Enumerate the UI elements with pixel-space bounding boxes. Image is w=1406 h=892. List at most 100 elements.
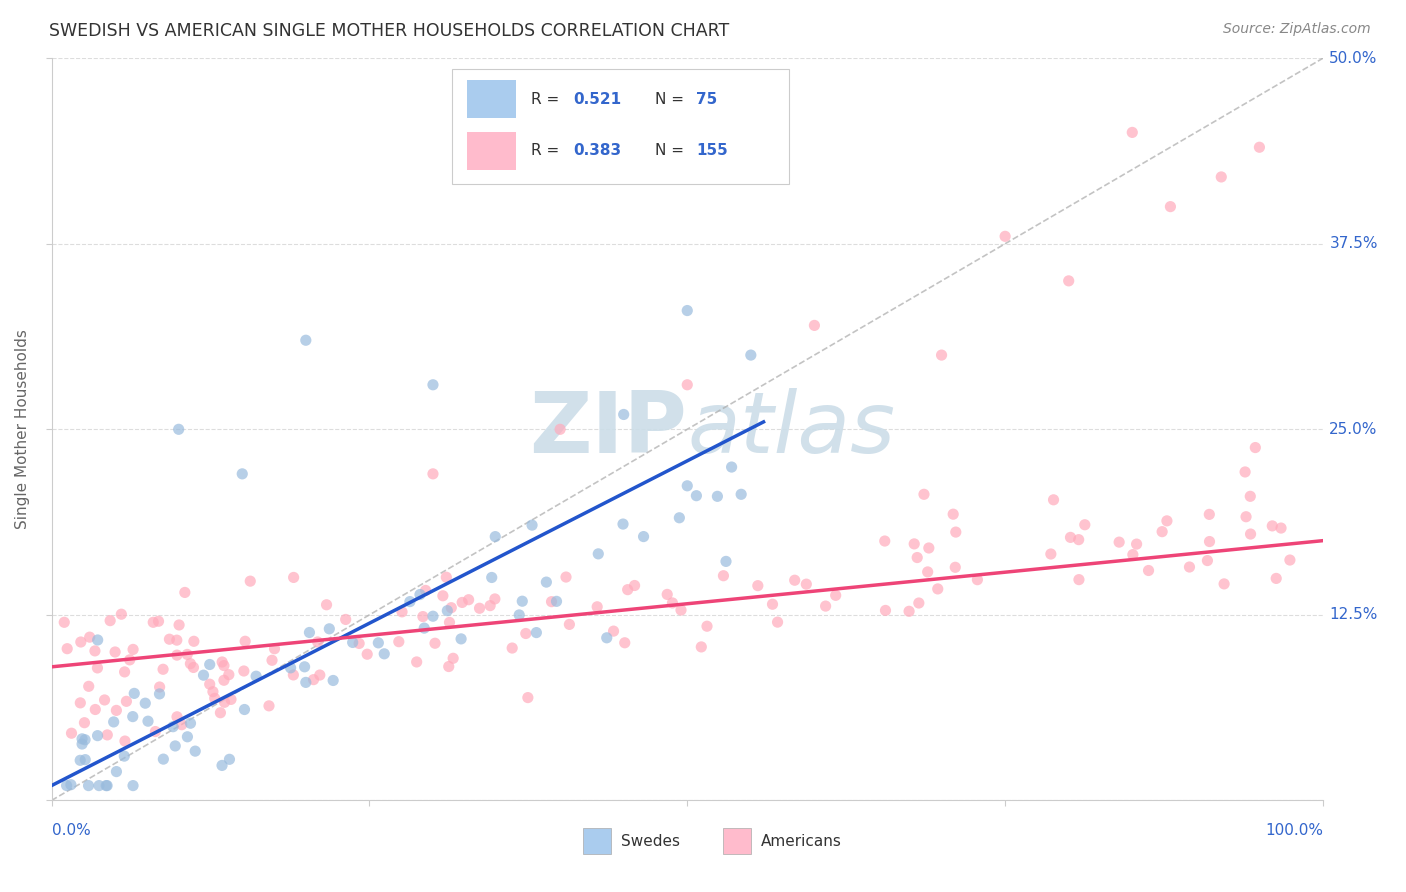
Point <box>298 625 321 640</box>
Point <box>152 752 174 766</box>
Point <box>232 664 254 678</box>
Point <box>110 607 132 622</box>
Point <box>1067 533 1090 547</box>
Point <box>77 779 100 793</box>
Point <box>696 619 718 633</box>
Point <box>322 673 344 688</box>
Point <box>75 753 97 767</box>
Point <box>55 779 77 793</box>
Point <box>468 601 491 615</box>
Point <box>70 737 93 751</box>
Point <box>121 709 143 723</box>
Point <box>69 635 91 649</box>
Point <box>193 668 215 682</box>
Text: Americans: Americans <box>761 834 842 849</box>
Point <box>165 739 187 753</box>
Text: Swedes: Swedes <box>621 834 681 849</box>
Point <box>588 547 610 561</box>
Point <box>824 588 846 602</box>
Point <box>104 645 127 659</box>
Point <box>685 489 707 503</box>
Point <box>873 534 896 549</box>
Point <box>451 595 474 609</box>
Point <box>484 530 506 544</box>
Point <box>56 641 79 656</box>
Point <box>740 348 762 362</box>
Point <box>540 595 562 609</box>
Point <box>450 632 472 646</box>
Point <box>596 631 619 645</box>
Point <box>661 596 683 610</box>
Point <box>173 585 195 599</box>
Point <box>152 662 174 676</box>
Point <box>536 575 558 590</box>
Point <box>1234 509 1257 524</box>
Point <box>388 634 411 648</box>
Text: 37.5%: 37.5% <box>1329 236 1378 252</box>
Point <box>918 541 941 555</box>
Point <box>501 641 523 656</box>
Point <box>122 642 145 657</box>
Point <box>183 634 205 648</box>
Point <box>613 636 636 650</box>
Point <box>122 779 145 793</box>
Point <box>96 728 118 742</box>
Point <box>422 467 444 481</box>
Point <box>342 635 364 649</box>
Point <box>484 591 506 606</box>
Point <box>945 525 967 540</box>
Point <box>166 710 188 724</box>
Point <box>122 686 145 700</box>
Point <box>794 577 817 591</box>
Point <box>112 749 135 764</box>
Text: 50.0%: 50.0% <box>1329 51 1378 66</box>
Point <box>555 570 578 584</box>
Point <box>714 554 737 568</box>
Point <box>87 779 110 793</box>
Point <box>257 698 280 713</box>
Point <box>294 660 316 674</box>
Point <box>295 675 318 690</box>
Point <box>1244 441 1267 455</box>
Point <box>1057 274 1080 288</box>
Text: 0.0%: 0.0% <box>52 822 90 838</box>
Point <box>1178 560 1201 574</box>
Point <box>423 636 446 650</box>
Point <box>283 570 305 584</box>
Point <box>669 603 692 617</box>
Point <box>903 537 925 551</box>
Point <box>441 651 464 665</box>
FancyBboxPatch shape <box>453 70 789 185</box>
Point <box>142 615 165 630</box>
Point <box>86 729 108 743</box>
Text: 0.521: 0.521 <box>572 92 621 106</box>
Point <box>966 573 988 587</box>
Point <box>166 633 188 648</box>
Point <box>1074 517 1097 532</box>
Text: Source: ZipAtlas.com: Source: ZipAtlas.com <box>1223 22 1371 37</box>
Point <box>875 603 897 617</box>
Point <box>114 665 136 679</box>
Point <box>198 677 221 691</box>
Point <box>1278 553 1301 567</box>
Point <box>657 587 679 601</box>
Point <box>145 724 167 739</box>
Point <box>783 573 806 587</box>
Point <box>96 779 118 793</box>
Point <box>415 583 437 598</box>
Point <box>1067 573 1090 587</box>
Text: SWEDISH VS AMERICAN SINGLE MOTHER HOUSEHOLDS CORRELATION CHART: SWEDISH VS AMERICAN SINGLE MOTHER HOUSEH… <box>49 22 730 40</box>
Point <box>766 615 789 629</box>
Text: N =: N = <box>655 144 689 159</box>
Point <box>70 731 93 746</box>
Point <box>676 303 699 318</box>
Point <box>239 574 262 589</box>
Point <box>942 507 965 521</box>
Point <box>706 489 728 503</box>
Text: 25.0%: 25.0% <box>1329 422 1378 437</box>
Text: atlas: atlas <box>688 388 896 471</box>
Point <box>179 657 201 671</box>
Point <box>295 333 318 347</box>
Point <box>1039 547 1062 561</box>
Point <box>148 687 170 701</box>
